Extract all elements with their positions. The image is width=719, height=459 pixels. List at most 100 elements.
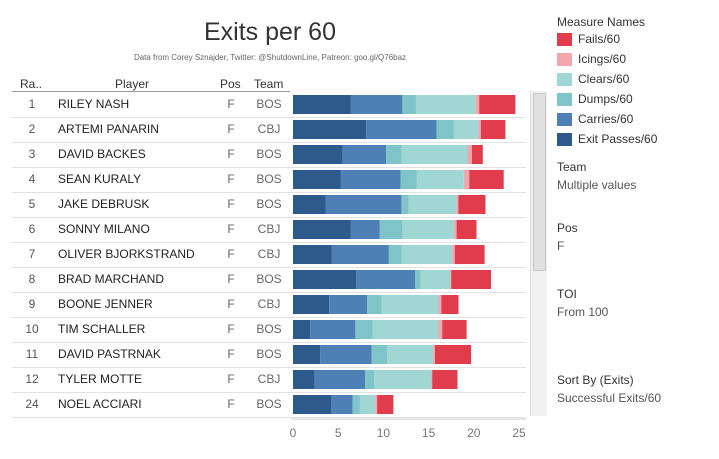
bar-segment[interactable] bbox=[374, 370, 432, 389]
bar-segment[interactable] bbox=[472, 145, 483, 164]
bar-segment[interactable] bbox=[432, 370, 458, 389]
bar-segment[interactable] bbox=[479, 95, 516, 114]
bar-segment[interactable] bbox=[436, 120, 454, 139]
scrollbar-thumb[interactable] bbox=[533, 93, 546, 271]
filter-toi-value[interactable]: From 100 bbox=[557, 305, 609, 319]
bar-segment[interactable] bbox=[293, 245, 332, 264]
row-team: CBJ bbox=[257, 222, 281, 236]
bar-segment[interactable] bbox=[329, 295, 368, 314]
bar-segment[interactable] bbox=[463, 170, 470, 189]
sort-control[interactable]: Sort By (Exits) Successful Exits/60 bbox=[557, 373, 707, 405]
bar-segment[interactable] bbox=[420, 270, 451, 289]
bar-segment[interactable] bbox=[402, 95, 416, 114]
bar-segment[interactable] bbox=[386, 145, 402, 164]
bar-segment[interactable] bbox=[433, 345, 435, 364]
bar-segment[interactable] bbox=[388, 245, 402, 264]
bar-segment[interactable] bbox=[379, 220, 403, 239]
bar-segment[interactable] bbox=[340, 170, 401, 189]
bar-segment[interactable] bbox=[475, 95, 480, 114]
bar-segment[interactable] bbox=[456, 220, 477, 239]
bar-segment[interactable] bbox=[293, 395, 331, 414]
filter-toi[interactable]: TOI From 100 bbox=[557, 287, 707, 319]
col-header-player[interactable]: Player bbox=[115, 77, 150, 91]
col-header-pos[interactable]: Pos bbox=[220, 77, 241, 91]
bar-segment[interactable] bbox=[293, 295, 330, 314]
x-tick-label: 15 bbox=[422, 426, 436, 440]
bar-segment[interactable] bbox=[325, 195, 402, 214]
bar-segment[interactable] bbox=[293, 170, 341, 189]
filter-toi-title: TOI bbox=[557, 287, 577, 301]
bar-segment[interactable] bbox=[359, 395, 376, 414]
bar-segment[interactable] bbox=[350, 95, 403, 114]
sort-value[interactable]: Successful Exits/60 bbox=[557, 391, 662, 405]
bar-segment[interactable] bbox=[293, 220, 351, 239]
bar-segment[interactable] bbox=[431, 370, 433, 389]
bar-segment[interactable] bbox=[438, 320, 443, 339]
bar-segment[interactable] bbox=[401, 145, 468, 164]
bar-segment[interactable] bbox=[372, 320, 439, 339]
bar-segment[interactable] bbox=[293, 370, 315, 389]
row-separator bbox=[12, 242, 526, 243]
bar-segment[interactable] bbox=[469, 170, 504, 189]
bar-segment[interactable] bbox=[408, 195, 457, 214]
bar-segment[interactable] bbox=[356, 270, 416, 289]
filter-pos-value[interactable]: F bbox=[557, 239, 565, 253]
filter-team-value[interactable]: Multiple values bbox=[557, 178, 637, 192]
bar-segment[interactable] bbox=[467, 145, 473, 164]
bar-segment[interactable] bbox=[478, 120, 481, 139]
bar-segment[interactable] bbox=[293, 95, 351, 114]
bar-segment[interactable] bbox=[438, 295, 442, 314]
bar-segment[interactable] bbox=[342, 145, 387, 164]
scrollbar[interactable] bbox=[530, 91, 547, 416]
bar-segment[interactable] bbox=[441, 295, 459, 314]
bar-segment[interactable] bbox=[453, 220, 457, 239]
bar-segment[interactable] bbox=[352, 395, 360, 414]
bar-segment[interactable] bbox=[400, 170, 417, 189]
bar-segment[interactable] bbox=[402, 220, 454, 239]
bar-segment[interactable] bbox=[416, 170, 464, 189]
bar-segment[interactable] bbox=[365, 370, 375, 389]
bar-segment[interactable] bbox=[375, 395, 378, 414]
bar-segment[interactable] bbox=[331, 245, 389, 264]
filter-team[interactable]: Team Multiple values bbox=[557, 160, 707, 192]
bar-segment[interactable] bbox=[401, 195, 409, 214]
bar-segment[interactable] bbox=[458, 195, 486, 214]
bar-segment[interactable] bbox=[331, 395, 353, 414]
bar-segment[interactable] bbox=[377, 395, 394, 414]
bar-segment[interactable] bbox=[367, 295, 382, 314]
row-player: JAKE DEBRUSK bbox=[58, 197, 150, 211]
filter-pos[interactable]: Pos F bbox=[557, 221, 707, 253]
col-header-rank[interactable]: Ra.. bbox=[20, 77, 43, 91]
bar-segment[interactable] bbox=[450, 270, 452, 289]
bar-segment[interactable] bbox=[310, 320, 356, 339]
bar-segment[interactable] bbox=[481, 120, 506, 139]
bar-segment[interactable] bbox=[293, 345, 321, 364]
bar-segment[interactable] bbox=[293, 320, 311, 339]
bar-segment[interactable] bbox=[293, 270, 357, 289]
bar-segment[interactable] bbox=[454, 245, 485, 264]
row-separator bbox=[12, 267, 526, 268]
bar-segment[interactable] bbox=[401, 245, 453, 264]
bar-segment[interactable] bbox=[293, 195, 326, 214]
bar-segment[interactable] bbox=[453, 120, 479, 139]
bar-segment[interactable] bbox=[415, 95, 476, 114]
bar-segment[interactable] bbox=[314, 370, 366, 389]
col-header-team[interactable]: Team bbox=[254, 77, 284, 91]
bar-segment[interactable] bbox=[452, 245, 455, 264]
bar-segment[interactable] bbox=[415, 270, 421, 289]
bar-segment[interactable] bbox=[451, 270, 491, 289]
row-pos: F bbox=[227, 147, 235, 161]
bar-segment[interactable] bbox=[366, 120, 437, 139]
bar-segment[interactable] bbox=[371, 345, 387, 364]
row-pos: F bbox=[227, 297, 235, 311]
bar-segment[interactable] bbox=[355, 320, 373, 339]
bar-segment[interactable] bbox=[293, 120, 367, 139]
bar-segment[interactable] bbox=[350, 220, 380, 239]
bar-segment[interactable] bbox=[387, 345, 434, 364]
bar-segment[interactable] bbox=[434, 345, 472, 364]
bar-segment[interactable] bbox=[381, 295, 439, 314]
bar-segment[interactable] bbox=[442, 320, 467, 339]
bar-segment[interactable] bbox=[293, 145, 343, 164]
bar-segment[interactable] bbox=[320, 345, 372, 364]
bar-segment[interactable] bbox=[456, 195, 459, 214]
